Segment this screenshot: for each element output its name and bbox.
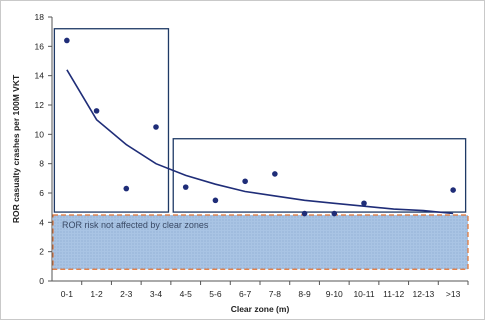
x-tick-label: 12-13 <box>413 289 435 299</box>
data-point <box>212 197 219 204</box>
x-tick-label: 9-10 <box>326 289 343 299</box>
data-point <box>64 37 70 44</box>
x-tick-label: 5-6 <box>209 289 222 299</box>
data-point <box>331 210 338 217</box>
x-tick-label: 2-3 <box>120 289 133 299</box>
shaded-band-label: ROR risk not affected by clear zones <box>62 220 209 230</box>
data-point <box>93 108 100 114</box>
x-tick-label: 3-4 <box>150 289 163 299</box>
x-tick-label: 6-7 <box>239 289 252 299</box>
x-tick-label: 0-1 <box>61 289 74 299</box>
x-tick-label: 10-11 <box>353 289 374 299</box>
data-point <box>123 185 130 192</box>
x-tick-label: 4-5 <box>180 289 193 299</box>
y-tick-label: 0 <box>39 276 44 286</box>
data-point <box>361 200 367 207</box>
highlight-box-2 <box>172 138 467 213</box>
data-point <box>153 124 159 130</box>
data-point <box>242 178 248 185</box>
y-tick-label: 10 <box>35 129 45 139</box>
shaded-band-border <box>52 214 469 270</box>
y-tick-label: 6 <box>39 188 44 198</box>
data-point <box>182 184 189 190</box>
y-axis-title: ROR casualty crashes per 100M VKT <box>11 74 21 223</box>
y-tick-label: 16 <box>35 41 45 51</box>
data-point <box>450 187 456 193</box>
y-tick-label: 18 <box>35 12 45 22</box>
x-tick-label: 11-12 <box>383 289 404 299</box>
y-tick-label: 8 <box>39 159 44 169</box>
x-tick-label: >13 <box>446 289 461 299</box>
x-tick-label: 7-8 <box>269 289 282 299</box>
data-point <box>272 171 278 177</box>
x-tick-label: 8-9 <box>298 289 311 299</box>
y-tick-label: 2 <box>39 247 44 257</box>
shaded-band <box>53 215 468 270</box>
y-tick-label: 12 <box>35 100 45 110</box>
highlight-box-1 <box>53 28 170 213</box>
data-point <box>301 210 308 217</box>
y-tick-label: 4 <box>39 217 44 227</box>
y-tick-label: 14 <box>35 71 45 81</box>
x-axis-title: Clear zone (m) <box>231 304 290 314</box>
trend-curve <box>66 69 454 215</box>
x-tick-label: 1-2 <box>90 289 103 299</box>
